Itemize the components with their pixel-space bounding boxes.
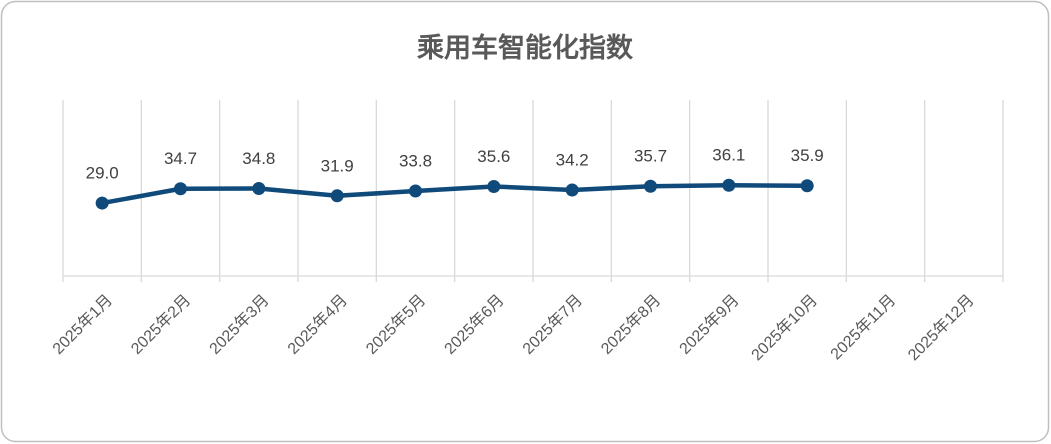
data-label: 35.6 [477,147,510,166]
data-label: 34.2 [556,150,589,169]
data-point [644,179,657,193]
data-point [800,179,814,193]
data-point [409,184,422,198]
data-line [101,182,808,206]
data-point [95,196,109,210]
data-point [330,189,344,203]
data-label: 35.9 [791,146,824,165]
chart-title: 乘用车智能化指数 [416,32,634,63]
data-label: 29.0 [86,164,119,183]
data-point [565,183,579,197]
data-point [252,182,266,196]
data-label: 33.8 [399,152,432,171]
data-point [722,178,736,192]
data-point [174,182,187,196]
data-point [487,179,501,193]
data-label: 31.9 [321,156,354,175]
data-label: 34.7 [164,149,197,168]
data-label: 35.7 [634,147,667,166]
data-label: 34.8 [242,149,275,168]
data-label: 36.1 [712,146,745,165]
